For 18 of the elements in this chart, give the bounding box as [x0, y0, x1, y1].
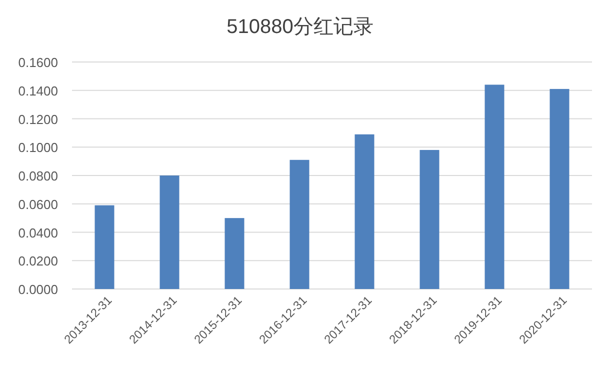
y-tick-label: 0.0000 [18, 282, 58, 297]
y-tick-label: 0.0400 [18, 225, 58, 240]
bar [354, 134, 374, 289]
y-tick-label: 0.0200 [18, 254, 58, 269]
bar [484, 84, 504, 289]
bar [160, 176, 180, 289]
y-tick-label: 0.0600 [18, 196, 58, 212]
y-tick-label: 0.1600 [18, 55, 58, 70]
bar [94, 205, 114, 289]
y-tick-label: 0.0800 [18, 168, 58, 184]
y-tick-label: 0.1400 [18, 83, 58, 98]
y-tick-label: 0.1000 [18, 140, 58, 156]
y-tick-label: 0.1200 [18, 112, 58, 127]
bar [550, 88, 570, 289]
bar [420, 150, 440, 289]
chart-title: 510880分红记录 [226, 16, 374, 38]
bar [290, 160, 310, 289]
bar [224, 218, 244, 289]
